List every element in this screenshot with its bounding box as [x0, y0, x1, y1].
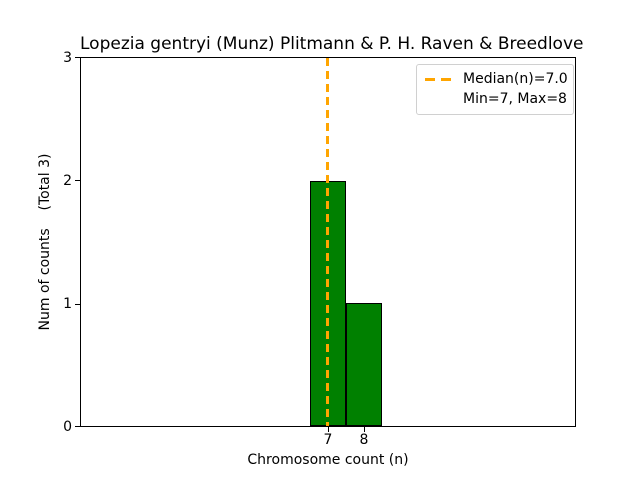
ytick-label-1: 1 [63, 296, 72, 312]
xtick-mark-8 [364, 427, 365, 432]
ytick-mark-2 [75, 180, 80, 181]
median-dashed-line [326, 58, 329, 426]
legend-entry-median: Median(n)=7.0 [425, 71, 568, 88]
bar-count-8 [346, 303, 382, 426]
chart-title: Lopezia gentryi (Munz) Plitmann & P. H. … [80, 34, 584, 54]
ytick-label-0: 0 [63, 419, 72, 435]
ytick-mark-3 [75, 57, 80, 58]
ytick-label-3: 3 [63, 50, 72, 66]
x-axis-label: Chromosome count (n) [247, 452, 409, 468]
xtick-label-8: 8 [359, 432, 369, 448]
legend: Median(n)=7.0 Min=7, Max=8 [416, 64, 574, 115]
legend-label-minmax: Min=7, Max=8 [463, 91, 567, 107]
legend-entry-minmax: Min=7, Max=8 [425, 91, 567, 108]
y-axis-label: Num of counts (Total 3) [37, 153, 53, 331]
xtick-label-7: 7 [323, 432, 333, 448]
xtick-mark-7 [328, 427, 329, 432]
legend-label-median: Median(n)=7.0 [463, 71, 568, 87]
legend-empty-sample [425, 98, 454, 101]
legend-dashed-line-sample [425, 78, 454, 81]
ytick-mark-0 [75, 426, 80, 427]
plot-area: Median(n)=7.0 Min=7, Max=8 [80, 57, 576, 427]
ytick-mark-1 [75, 304, 80, 305]
ytick-label-2: 2 [63, 173, 72, 189]
